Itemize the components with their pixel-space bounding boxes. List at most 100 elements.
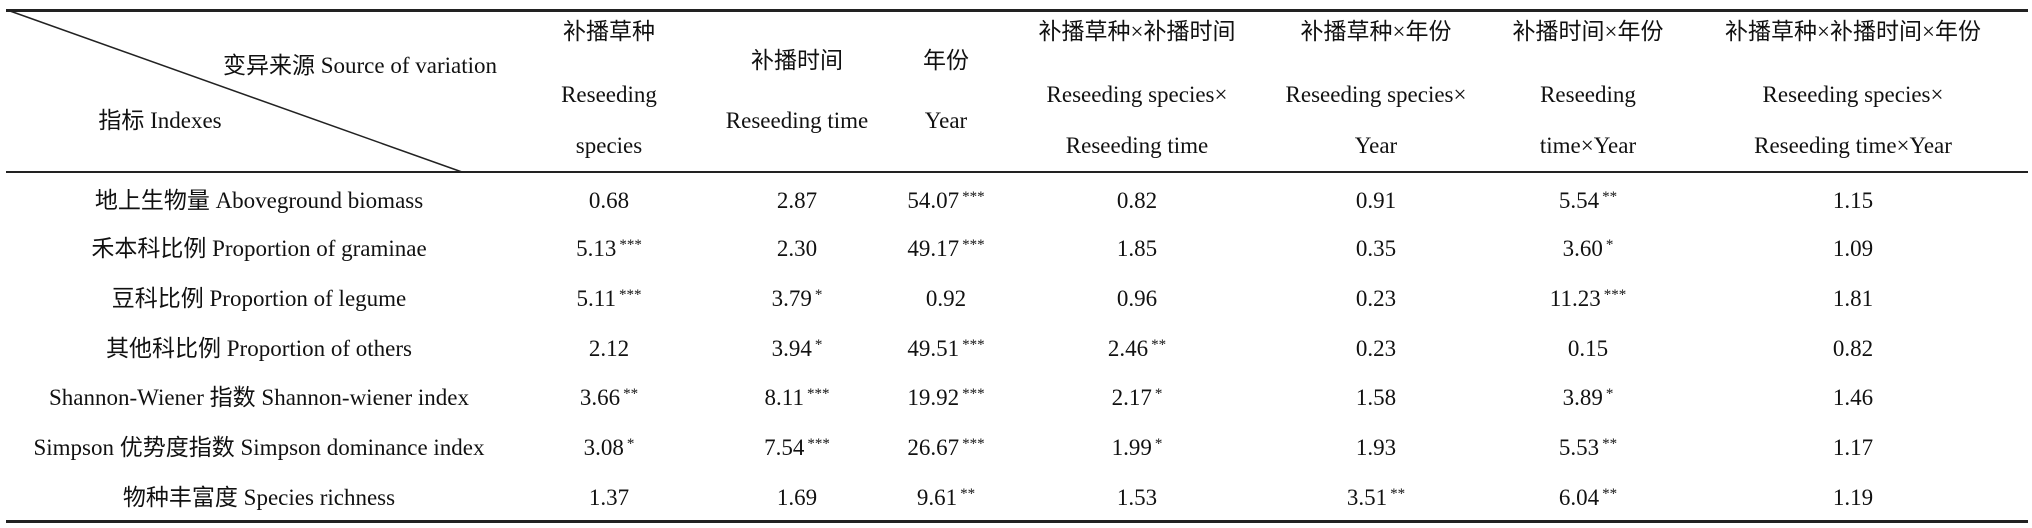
cell-value: 5.11: [576, 286, 616, 311]
cell: 3.08 *: [584, 434, 635, 462]
cell-value: 0.82: [1832, 336, 1874, 361]
significance: *: [1605, 237, 1614, 253]
cell: 1.58: [1356, 384, 1396, 412]
significance: ***: [962, 386, 985, 402]
cell-value: 1.93: [1355, 435, 1397, 460]
cell-value: 5.54: [1558, 188, 1600, 213]
source-header: 变异来源 Source of variation: [222, 53, 498, 78]
cell-value: 3.60: [1562, 236, 1603, 261]
row-label: 地上生物量 Aboveground biomass: [94, 188, 424, 213]
cell: 8.11 ***: [765, 384, 830, 412]
cell: 5.13 ***: [576, 235, 642, 263]
cell: 7.54 ***: [764, 434, 830, 462]
cell-value: 2.17: [1111, 385, 1152, 410]
cell: 6.04 **: [1559, 484, 1617, 512]
cell-value: 0.82: [1116, 188, 1158, 213]
cell: 1.81: [1833, 285, 1873, 313]
header-rule: [6, 171, 2028, 173]
cell: 2.87: [777, 187, 817, 215]
cell-value: 0.68: [588, 188, 630, 213]
row-label: 其他科比例 Proportion of others: [105, 336, 413, 361]
cell: 1.37: [589, 484, 629, 512]
significance: **: [960, 486, 976, 502]
cell: 3.94 *: [772, 335, 823, 363]
significance: **: [1602, 486, 1618, 502]
cell: 3.89 *: [1563, 384, 1614, 412]
column-header: 补播时间×年份: [1512, 19, 1664, 44]
top-rule: [6, 9, 2028, 12]
column-header: Reseeding species×: [1285, 82, 1467, 107]
cell-value: 2.12: [588, 336, 630, 361]
column-header: 补播草种: [563, 19, 655, 44]
cell: 5.53 **: [1559, 434, 1617, 462]
cell: 19.92 ***: [907, 384, 984, 412]
column-header: 补播草种×补播时间×年份: [1725, 19, 1981, 44]
cell: 11.23 ***: [1550, 285, 1626, 313]
cell-value: 1.81: [1832, 286, 1874, 311]
cell-value: 3.08: [583, 435, 624, 460]
cell-value: 1.85: [1116, 236, 1158, 261]
cell: 0.82: [1833, 335, 1873, 363]
column-header: Reseeding time: [725, 108, 869, 133]
cell-value: 2.30: [776, 236, 818, 261]
cell-value: 0.92: [925, 286, 967, 311]
cell-value: 3.94: [771, 336, 812, 361]
cell-value: 0.23: [1355, 286, 1397, 311]
column-header: 补播草种×补播时间: [1038, 19, 1236, 44]
column-header: Reseeding time: [1065, 133, 1209, 158]
cell: 0.91: [1356, 187, 1396, 215]
cell-value: 1.15: [1832, 188, 1874, 213]
column-header: Year: [924, 108, 968, 133]
cell: 2.12: [589, 335, 629, 363]
cell-value: 3.51: [1346, 485, 1388, 510]
cell-value: 49.17: [907, 236, 960, 261]
cell-value: 54.07: [907, 188, 960, 213]
cell: 5.54 **: [1559, 187, 1617, 215]
row-label: 物种丰富度 Species richness: [122, 485, 396, 510]
significance: **: [623, 386, 639, 402]
cell: 2.17 *: [1112, 384, 1163, 412]
significance: *: [1605, 386, 1614, 402]
cell-value: 1.53: [1116, 485, 1158, 510]
cell-value: 1.69: [776, 485, 818, 510]
significance: **: [1602, 189, 1618, 205]
significance: ***: [962, 436, 985, 452]
bottom-rule: [6, 520, 2028, 523]
row-label: 豆科比例 Proportion of legume: [111, 286, 407, 311]
cell-value: 2.46: [1107, 336, 1149, 361]
cell-value: 8.11: [764, 385, 804, 410]
cell: 3.60 *: [1563, 235, 1614, 263]
index-header: 指标 Indexes: [98, 108, 222, 133]
cell: 1.69: [777, 484, 817, 512]
cell-value: 3.79: [771, 286, 812, 311]
significance: **: [1151, 337, 1167, 353]
significance: ***: [619, 237, 642, 253]
column-header: Reseeding: [1540, 82, 1636, 107]
cell-value: 5.53: [1558, 435, 1600, 460]
column-header: Reseeding species×: [1762, 82, 1944, 107]
significance: ***: [807, 436, 830, 452]
cell: 0.68: [589, 187, 629, 215]
column-header: species: [575, 133, 643, 158]
significance: ***: [962, 189, 985, 205]
cell: 49.51 ***: [907, 335, 984, 363]
cell: 49.17 ***: [907, 235, 984, 263]
column-header: 补播时间: [751, 48, 843, 73]
cell: 5.11 ***: [577, 285, 642, 313]
cell-value: 26.67: [907, 435, 960, 460]
cell-value: 0.96: [1116, 286, 1158, 311]
cell-value: 11.23: [1549, 286, 1601, 311]
cell: 0.35: [1356, 235, 1396, 263]
cell: 3.66 **: [580, 384, 638, 412]
cell-value: 1.19: [1832, 485, 1874, 510]
significance: *: [626, 436, 635, 452]
significance: *: [814, 287, 823, 303]
cell-value: 0.15: [1567, 336, 1609, 361]
significance: *: [1154, 436, 1163, 452]
cell: 1.15: [1833, 187, 1873, 215]
cell-value: 1.99: [1111, 435, 1152, 460]
cell-value: 19.92: [907, 385, 960, 410]
cell-value: 1.09: [1832, 236, 1874, 261]
cell-value: 49.51: [907, 336, 960, 361]
